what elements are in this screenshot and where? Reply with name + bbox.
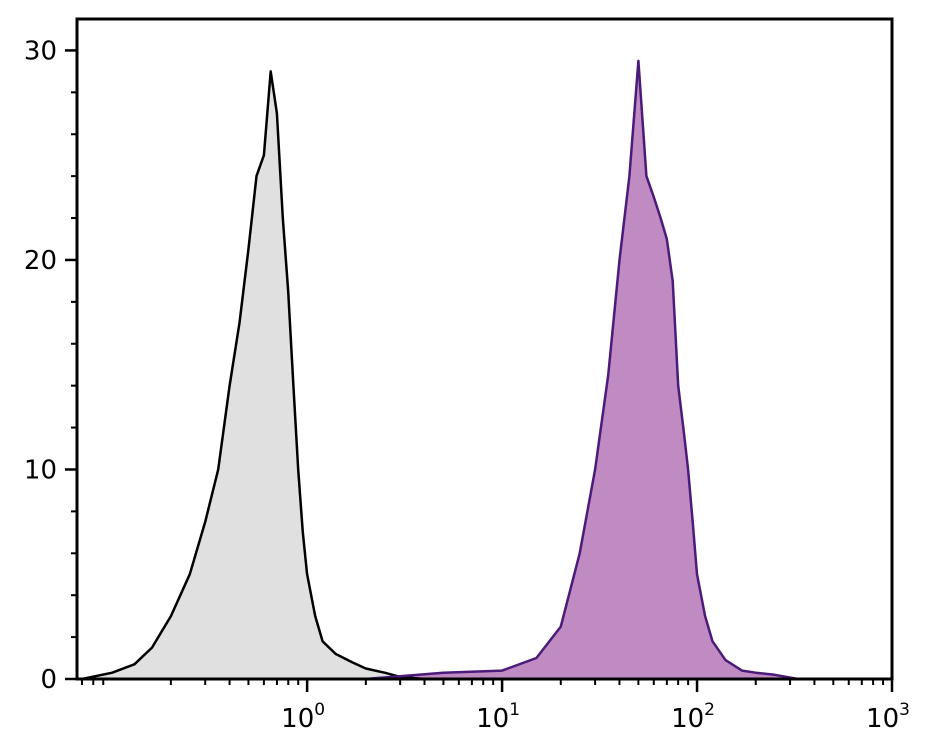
x-tick-label: 101 <box>476 700 520 734</box>
series-1-line <box>81 70 425 681</box>
series-fills <box>82 60 799 679</box>
minor-ticks <box>71 91 885 685</box>
series-2-line <box>365 59 799 681</box>
x-tick-label: 103 <box>866 700 910 734</box>
series-lines <box>81 59 799 681</box>
x-tick-labels: 100 101 102 103 <box>281 700 910 734</box>
x-tick-label: 102 <box>671 700 715 734</box>
series-1-area <box>82 71 425 679</box>
series-2-area <box>365 60 799 679</box>
y-tick-label: 10 <box>24 455 57 485</box>
x-tick-label: 100 <box>281 700 325 734</box>
major-ticks <box>65 49 894 692</box>
y-tick-label: 20 <box>24 246 57 276</box>
plot-frame <box>75 17 894 681</box>
y-tick-label: 30 <box>24 36 57 66</box>
y-tick-labels: 0 10 20 30 <box>24 36 57 695</box>
y-tick-label: 0 <box>40 665 57 695</box>
